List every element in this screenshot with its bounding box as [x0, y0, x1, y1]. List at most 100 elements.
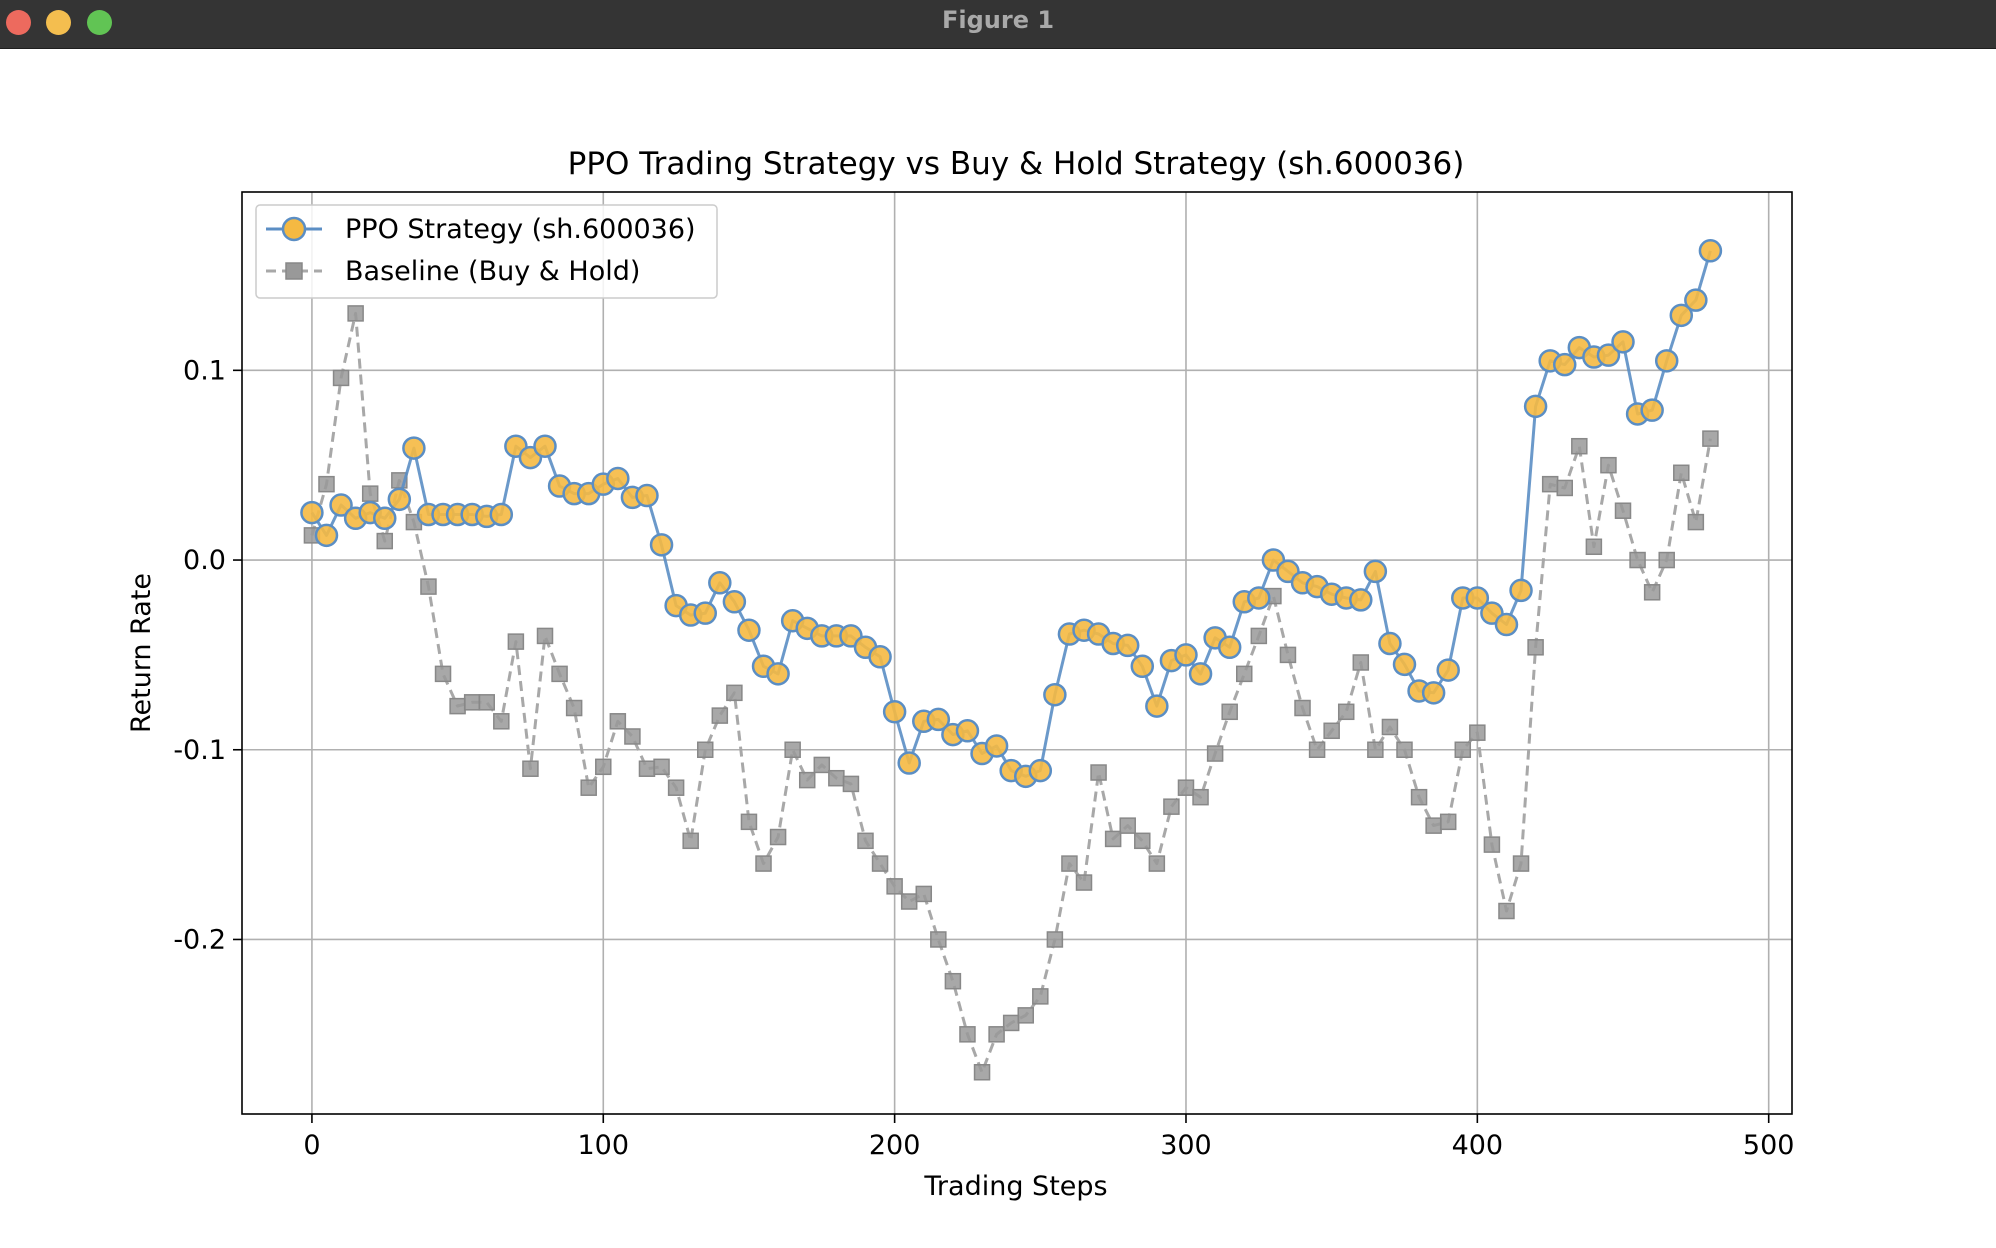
x-tick-label: 500	[1743, 1130, 1795, 1161]
y-tick-label: -0.1	[173, 735, 226, 766]
baseline-data-point	[1032, 988, 1049, 1005]
figure-canvas: 0 100 200 300 400 500 -0.2 -0.1 0.0 0.1 PPO Tradi…	[0, 49, 1996, 1244]
baseline-data-point	[871, 855, 889, 872]
ppo-data-point	[1378, 631, 1402, 656]
baseline-line	[310, 311, 1712, 1074]
baseline-data-point	[959, 1026, 976, 1043]
baseline-data-point	[828, 769, 845, 787]
baseline-data-point	[1002, 1014, 1020, 1032]
ppo-data-point	[329, 493, 353, 517]
ppo-data-point	[1247, 586, 1271, 610]
baseline-data-point	[638, 760, 656, 777]
baseline-data-point	[930, 931, 947, 948]
baseline-data-point	[1556, 479, 1573, 497]
baseline-data-point	[536, 627, 554, 645]
ppo-data-point	[1654, 349, 1679, 373]
legend-label-ppo: PPO Strategy (sh.600036)	[345, 214, 696, 245]
ppo-data-point	[882, 700, 907, 724]
ppo-data-point	[1611, 330, 1635, 354]
baseline-data-point	[1308, 741, 1326, 759]
baseline-data-point	[1061, 855, 1078, 872]
ppo-data-point	[693, 601, 718, 625]
baseline-data-point	[595, 758, 612, 776]
ppo-data-point	[1640, 398, 1664, 422]
baseline-data-point	[857, 832, 874, 850]
baseline-data-point	[1323, 722, 1340, 740]
baseline-data-point	[682, 832, 699, 850]
baseline-data-point	[798, 771, 816, 789]
baseline-data-point	[1075, 874, 1093, 891]
baseline-data-point	[784, 741, 801, 759]
ppo-data-point	[1669, 303, 1694, 328]
chart: 0 100 200 300 400 500 -0.2 -0.1 0.0 0.1 PPO Tradi…	[126, 146, 1794, 1202]
x-tick-label: 200	[869, 1130, 921, 1161]
ppo-data-point	[868, 645, 892, 669]
legend-marker-baseline	[285, 262, 303, 280]
baseline-data-point	[1410, 788, 1428, 806]
ppo-data-point	[387, 487, 412, 512]
ppo-data-point	[708, 571, 732, 595]
baseline-data-point	[1643, 584, 1661, 601]
ppo-data-point	[1523, 394, 1548, 419]
ppo-data-point	[1028, 758, 1053, 783]
ppo-data-point	[1698, 239, 1723, 263]
chart-title: PPO Trading Strategy vs Buy & Hold Strat…	[568, 146, 1465, 182]
baseline-data-point	[944, 972, 962, 990]
baseline-data-point	[1527, 639, 1544, 656]
baseline-data-point	[1600, 456, 1617, 474]
ppo-data-point	[1217, 635, 1242, 660]
ppo-data-point	[1392, 652, 1417, 677]
baseline-data-point	[1702, 430, 1719, 447]
baseline-data-point	[842, 775, 860, 793]
baseline-data-point	[1614, 502, 1632, 519]
window-titlebar: Figure 1	[0, 0, 1996, 49]
baseline-data-point	[565, 699, 583, 717]
baseline-data-point	[609, 713, 627, 730]
baseline-data-point	[886, 878, 903, 895]
close-window-button[interactable]	[6, 10, 31, 35]
y-axis-label: Return Rate	[126, 573, 157, 733]
baseline-data-point	[1250, 627, 1268, 645]
plot-frame	[241, 191, 1793, 1115]
series-lines	[300, 239, 1723, 1081]
baseline-data-point	[376, 532, 394, 550]
y-tick-label: 0.1	[183, 355, 226, 386]
baseline-data-point	[493, 713, 510, 730]
ppo-data-point	[1174, 643, 1198, 667]
baseline-data-point	[478, 694, 495, 711]
ppo-data-point	[722, 590, 747, 614]
baseline-data-point	[1454, 741, 1472, 759]
legend-marker-ppo	[281, 216, 307, 242]
baseline-data-point	[667, 779, 685, 796]
ppo-data-point	[766, 662, 790, 686]
baseline-data-point	[434, 665, 452, 683]
baseline-data-point	[580, 779, 597, 796]
ppo-data-point	[373, 506, 397, 531]
baseline-data-point	[1512, 855, 1530, 872]
baseline-data-point	[755, 855, 772, 872]
baseline-data-point	[332, 369, 350, 387]
baseline-data-point	[1439, 813, 1457, 831]
baseline-data-point	[361, 485, 379, 502]
baseline-data-point	[1119, 817, 1136, 834]
legend: PPO Strategy (sh.600036) Baseline (Buy &…	[255, 204, 718, 299]
baseline-data-point	[1236, 665, 1253, 683]
ppo-data-point	[1145, 694, 1169, 718]
ppo-data-point	[955, 719, 980, 743]
baseline-data-point	[463, 694, 481, 711]
legend-box	[255, 204, 718, 299]
baseline-data-point	[1541, 475, 1559, 493]
x-tick-label: 0	[303, 1130, 320, 1161]
x-tick-label: 300	[1160, 1130, 1212, 1161]
ppo-data-point	[926, 707, 951, 732]
x-tick-label: 100	[578, 1130, 630, 1161]
ppo-data-point	[300, 500, 324, 525]
maximize-window-button[interactable]	[87, 10, 112, 35]
minimize-window-button[interactable]	[46, 10, 71, 35]
ppo-data-point	[1188, 662, 1213, 686]
axis-ticks: 0 100 200 300 400 500 -0.2 -0.1 0.0 0.1	[173, 355, 1794, 1161]
baseline-data-point	[1352, 654, 1370, 671]
ppo-data-point	[649, 533, 674, 557]
baseline-data-point	[1687, 513, 1705, 531]
baseline-data-point	[1017, 1007, 1034, 1024]
